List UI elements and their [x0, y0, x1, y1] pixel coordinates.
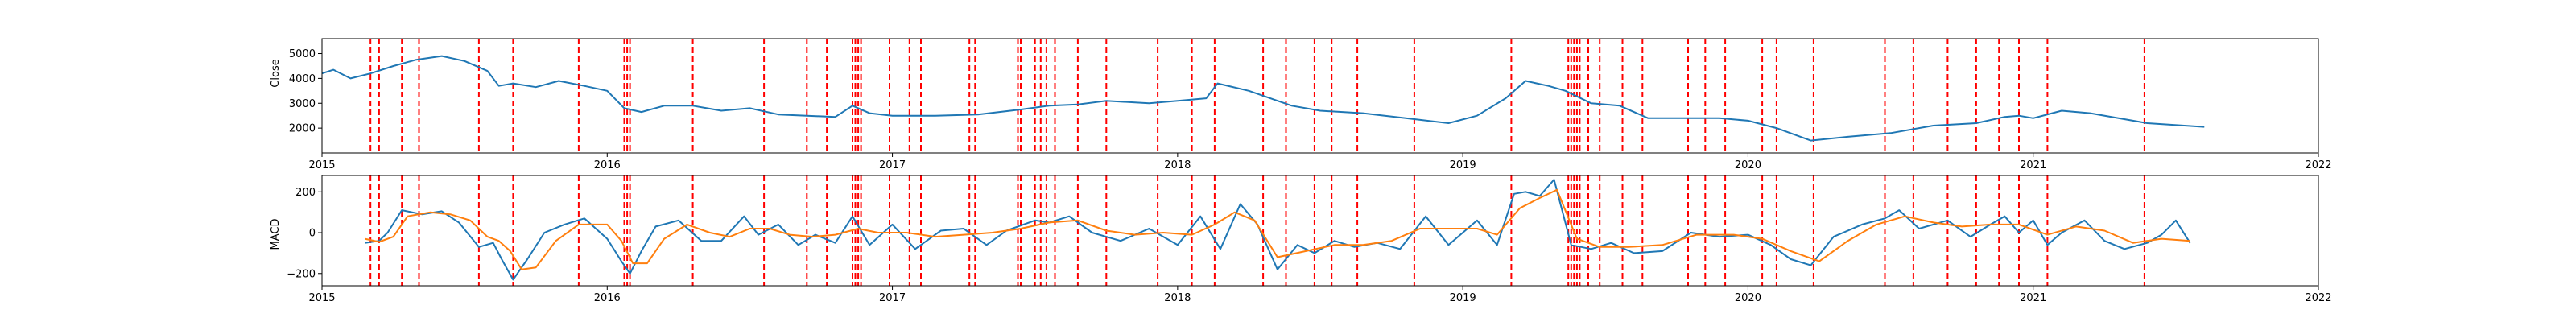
close-y-tick-label-1: 3000: [289, 98, 316, 110]
macd-chart-frame: [321, 175, 2319, 287]
macd-series-line-1: [364, 188, 2190, 270]
macd-x-tick-label-4: 2019: [1450, 292, 1476, 304]
close-chart-frame: [321, 38, 2319, 154]
macd-y-tick-label-0: −200: [287, 268, 316, 280]
macd-x-tick-label-2: 2017: [879, 292, 906, 304]
macd-x-tick-label-5: 2020: [1735, 292, 1761, 304]
close-x-tick-label-3: 2018: [1164, 159, 1191, 171]
close-x-tick-label-4: 2019: [1450, 159, 1476, 171]
macd-y-tick-label-1: 0: [309, 228, 316, 240]
macd-x-tick-label-6: 2021: [2020, 292, 2046, 304]
close-x-tick-label-5: 2020: [1735, 159, 1761, 171]
macd-y-tick-label-2: 200: [295, 187, 316, 199]
close-x-tick-label-7: 2022: [2305, 159, 2331, 171]
close-series-line-0: [321, 55, 2205, 142]
close-y-tick-label-2: 4000: [289, 73, 316, 85]
macd-x-tick-label-1: 2016: [594, 292, 621, 304]
macd-axis-title: MACD: [270, 219, 282, 250]
close-chart-marks: 2015 2016 2017 2018 2019 2020 2021 2022 2000 3000…: [289, 39, 2332, 171]
close-x-tick-label-6: 2021: [2020, 159, 2046, 171]
close-axis-title: Close: [270, 59, 282, 87]
close-x-tick-label-0: 2015: [308, 159, 335, 171]
close-x-tick-label-1: 2016: [594, 159, 621, 171]
close-y-tick-label-3: 5000: [289, 48, 316, 60]
macd-chart: MACD 2015 2016 2017 2018 2019 2020 2021 2022 −20…: [270, 175, 2332, 304]
macd-x-tick-label-3: 2018: [1164, 292, 1191, 304]
macd-chart-marks: 2015 2016 2017 2018 2019 2020 2021 2022 −200 0 200: [287, 175, 2332, 304]
close-y-tick-label-0: 2000: [289, 123, 316, 135]
close-x-tick-label-2: 2017: [879, 159, 906, 171]
close-price-chart: Close 2015 2016 2017 2018 2019 2020 2021 202220…: [270, 38, 2332, 171]
macd-series-line-0: [364, 179, 2191, 281]
macd-x-tick-label-7: 2022: [2305, 292, 2331, 304]
macd-x-tick-label-0: 2015: [308, 292, 335, 304]
